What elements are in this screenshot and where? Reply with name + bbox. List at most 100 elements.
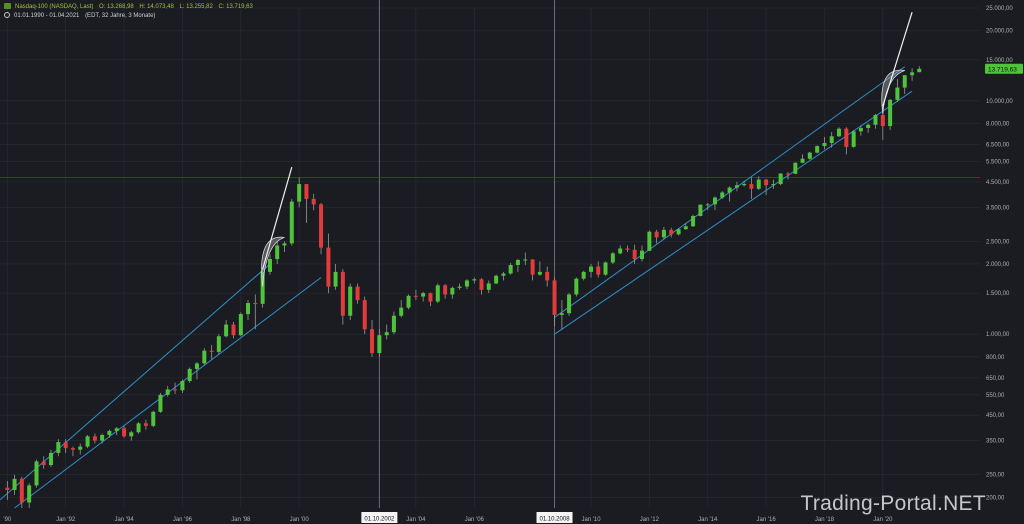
- candle-body: [355, 286, 360, 301]
- watermark: Trading-Portal.NET: [800, 492, 986, 515]
- candle-body: [5, 487, 10, 490]
- candle-body: [326, 247, 331, 287]
- marker-date-badge: [536, 512, 573, 523]
- time-tick-label: '90: [3, 517, 11, 523]
- candle-body: [216, 336, 221, 352]
- price-tick-label: 800,00: [986, 355, 1005, 361]
- candle-body: [100, 434, 105, 441]
- price-axis[interactable]: 25.000,00 20.000,00 15.000,00 10.000,00 8.00…: [980, 0, 1024, 524]
- candle-body: [742, 184, 747, 186]
- candle-body: [413, 295, 418, 297]
- candle-body: [340, 271, 345, 316]
- candle-body: [581, 271, 586, 279]
- candle-body: [78, 446, 83, 450]
- candle-body: [756, 179, 761, 189]
- last-price-badge: [985, 63, 1023, 74]
- candle-body: [793, 162, 798, 174]
- price-tick-label: 1.500,00: [986, 291, 1010, 297]
- candle-body: [370, 329, 375, 354]
- last-price-label: 13.719,63: [988, 66, 1017, 73]
- candle-body: [567, 294, 572, 314]
- candle-body: [515, 259, 520, 265]
- candle-body: [457, 286, 462, 288]
- time-tick-label: Jan '92: [56, 517, 76, 523]
- time-tick-label: Jan '20: [873, 517, 893, 523]
- candle-body: [858, 128, 863, 132]
- candle-body: [669, 229, 674, 235]
- candle-body: [41, 461, 46, 466]
- price-tick-label: 2.000,00: [986, 262, 1010, 268]
- candle-body: [48, 452, 53, 466]
- candle-body: [158, 394, 163, 412]
- candle-body: [771, 184, 776, 186]
- time-tick-label: Jan '06: [465, 517, 485, 523]
- candle-body: [895, 87, 900, 100]
- candle-body: [180, 381, 185, 391]
- candle-body: [63, 442, 68, 449]
- candle-body: [231, 324, 236, 336]
- candle-body: [151, 411, 156, 426]
- candle-body: [289, 201, 294, 244]
- candle-body: [508, 264, 513, 274]
- candle-body: [764, 179, 769, 186]
- instrument-header: Nasdaq-100 (NASDAQ, Last) O: 13.268,98 H…: [4, 3, 257, 10]
- candle-body: [815, 146, 820, 153]
- candle-body: [136, 423, 141, 433]
- candle-body: [464, 280, 469, 287]
- price-tick-label: 4.500,00: [986, 180, 1010, 186]
- candle-body: [683, 226, 688, 230]
- candles: [5, 66, 922, 508]
- channel-upper-line: [0, 263, 271, 501]
- time-tick-label: Jan '18: [815, 517, 835, 523]
- candle-body: [70, 448, 75, 450]
- price-tick-label: 8.000,00: [986, 121, 1010, 127]
- candle-body: [589, 266, 594, 272]
- candle-body: [486, 283, 491, 290]
- trend-line: [262, 166, 293, 270]
- time-tick-label: Jan '16: [757, 517, 777, 523]
- time-tick-label: Jan '94: [115, 517, 135, 523]
- candle-body: [238, 314, 243, 336]
- candle-body: [880, 114, 885, 127]
- candle-body: [311, 198, 316, 205]
- candle-body: [194, 363, 199, 369]
- candle-body: [778, 173, 783, 185]
- candle-body: [143, 423, 148, 426]
- marker-date-label: 01.10.2002: [364, 517, 395, 523]
- candle-body: [734, 185, 739, 188]
- price-tick-label: 6.500,00: [986, 143, 1010, 149]
- candle-body: [851, 131, 856, 147]
- price-tick-label: 200,00: [986, 495, 1005, 501]
- candle-body: [165, 389, 170, 395]
- time-tick-label: Jan '10: [581, 517, 601, 523]
- price-tick-label: 650,00: [986, 376, 1005, 382]
- marker-date-badge: [361, 512, 398, 523]
- drawings: [261, 11, 913, 287]
- candle-body: [501, 273, 506, 276]
- candle-body: [844, 128, 849, 147]
- price-tick-label: 1.000,00: [986, 332, 1010, 338]
- open-value: O: 13.268,98: [99, 4, 134, 10]
- candle-body: [202, 350, 207, 364]
- price-tick-label: 5.500,00: [986, 159, 1010, 165]
- candle-body: [530, 259, 535, 275]
- price-tick-label: 250,00: [986, 473, 1005, 479]
- candle-body: [12, 478, 17, 490]
- range-header: 01.01.1990 - 01.04.2021 (EDT, 32 Jahre, …: [4, 12, 159, 19]
- candle-body: [720, 192, 725, 198]
- candle-body: [888, 99, 893, 127]
- time-tick-label: Jan '98: [231, 517, 251, 523]
- low-value: L: 13.255,82: [179, 4, 213, 10]
- candle-body: [596, 266, 601, 275]
- range-meta: (EDT, 32 Jahre, 3 Monate): [85, 13, 156, 19]
- candle-body: [435, 285, 440, 302]
- candle-body: [574, 278, 579, 295]
- candle-body: [443, 285, 448, 295]
- candle-body: [603, 262, 608, 275]
- grid: [0, 7, 980, 508]
- candle-body: [625, 248, 630, 250]
- time-axis[interactable]: '90 Jan '92 Jan '94 Jan '96 Jan '98 Jan '00 Ja…: [3, 512, 893, 523]
- candle-body: [56, 442, 61, 453]
- candle-body: [800, 158, 805, 163]
